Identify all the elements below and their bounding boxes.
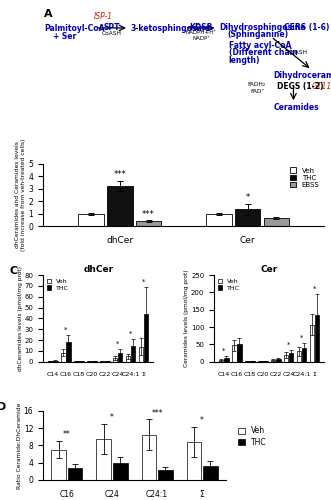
Text: *: * bbox=[246, 194, 250, 202]
Text: + Ser: + Ser bbox=[53, 32, 76, 41]
Text: NADP⁺: NADP⁺ bbox=[192, 36, 210, 41]
Bar bbox=[219, 360, 224, 362]
Legend: Veh, THC: Veh, THC bbox=[217, 278, 241, 291]
Bar bbox=[48, 361, 53, 362]
Text: *: * bbox=[287, 342, 290, 347]
Bar bbox=[113, 358, 118, 362]
Bar bbox=[235, 210, 260, 226]
Text: *: * bbox=[64, 326, 68, 332]
Text: ***: *** bbox=[114, 170, 126, 179]
Bar bbox=[107, 186, 132, 226]
Bar bbox=[126, 356, 130, 362]
Bar bbox=[289, 353, 294, 362]
Text: DEGS (1-2): DEGS (1-2) bbox=[277, 82, 323, 90]
Bar bbox=[315, 315, 319, 362]
Bar bbox=[144, 314, 148, 362]
Text: Palmitoyl-CoA: Palmitoyl-CoA bbox=[44, 24, 105, 32]
Text: CoASH: CoASH bbox=[102, 30, 122, 36]
Text: ISP-1: ISP-1 bbox=[94, 12, 113, 21]
Text: *: * bbox=[222, 348, 226, 354]
Text: **: ** bbox=[63, 430, 71, 440]
Text: CERS (1-6): CERS (1-6) bbox=[284, 23, 329, 32]
Bar bbox=[96, 439, 111, 480]
Title: dhCer: dhCer bbox=[83, 266, 113, 274]
Bar bbox=[118, 352, 122, 362]
Legend: Veh, THC: Veh, THC bbox=[237, 425, 268, 448]
Text: (Different chain: (Different chain bbox=[229, 48, 298, 58]
Bar bbox=[297, 352, 301, 362]
Bar bbox=[92, 361, 97, 362]
Bar bbox=[51, 450, 66, 480]
Text: CoASH: CoASH bbox=[288, 50, 308, 56]
Bar bbox=[53, 360, 58, 362]
Bar bbox=[271, 360, 275, 362]
Text: *: * bbox=[110, 413, 114, 422]
Bar bbox=[250, 361, 255, 362]
Text: *: * bbox=[142, 279, 145, 285]
Bar bbox=[158, 470, 173, 480]
Bar bbox=[310, 324, 314, 362]
Text: *: * bbox=[300, 334, 303, 340]
Bar bbox=[263, 361, 267, 362]
Text: Ceramides: Ceramides bbox=[274, 103, 319, 112]
Text: *: * bbox=[129, 331, 132, 337]
Text: (Sphinganine): (Sphinganine) bbox=[227, 30, 288, 39]
Title: Cer: Cer bbox=[260, 266, 278, 274]
Bar bbox=[105, 361, 110, 362]
Bar bbox=[224, 358, 229, 362]
Text: *: * bbox=[116, 340, 119, 346]
Text: *: * bbox=[313, 286, 316, 292]
Text: Dihydrosphingosine: Dihydrosphingosine bbox=[219, 23, 306, 32]
Bar bbox=[284, 355, 288, 362]
Text: 3-ketosphingosine: 3-ketosphingosine bbox=[130, 24, 210, 32]
Bar bbox=[302, 348, 307, 362]
Y-axis label: Ratio Ceramide:DhCeramide: Ratio Ceramide:DhCeramide bbox=[17, 402, 22, 488]
Bar bbox=[263, 218, 289, 226]
Bar bbox=[206, 214, 232, 226]
Bar bbox=[187, 442, 201, 480]
Text: GT11: GT11 bbox=[312, 82, 331, 90]
Legend: Veh, THC: Veh, THC bbox=[46, 278, 70, 291]
Text: KDSR: KDSR bbox=[189, 23, 213, 32]
Bar bbox=[139, 346, 143, 362]
Text: A: A bbox=[44, 9, 53, 19]
Bar bbox=[237, 344, 242, 362]
Bar bbox=[232, 346, 237, 362]
Text: Dihydroceramides: Dihydroceramides bbox=[274, 71, 331, 80]
Text: Fatty acyl-CoA: Fatty acyl-CoA bbox=[229, 41, 291, 50]
Text: length): length) bbox=[229, 56, 260, 65]
Bar bbox=[276, 359, 281, 362]
Y-axis label: dhCeramides levels (pmol/mg prot): dhCeramides levels (pmol/mg prot) bbox=[18, 266, 23, 371]
Text: SPT: SPT bbox=[104, 23, 120, 32]
Y-axis label: Ceramides levels (pmol/mg prot): Ceramides levels (pmol/mg prot) bbox=[184, 270, 189, 368]
Bar bbox=[79, 361, 84, 362]
Bar bbox=[66, 342, 71, 362]
Text: FAD⁺: FAD⁺ bbox=[251, 89, 265, 94]
Bar bbox=[203, 466, 218, 480]
Bar bbox=[131, 346, 135, 362]
Text: ***: *** bbox=[142, 210, 155, 218]
Legend: Veh, THC, EBSS: Veh, THC, EBSS bbox=[289, 166, 321, 190]
Bar bbox=[113, 462, 127, 480]
Text: *: * bbox=[200, 416, 204, 426]
Bar bbox=[78, 214, 104, 226]
Bar bbox=[68, 468, 82, 480]
Bar bbox=[136, 221, 161, 226]
Text: ***: *** bbox=[151, 408, 163, 418]
Text: D: D bbox=[0, 402, 7, 412]
Text: C: C bbox=[10, 266, 18, 276]
Text: NADPH+H⁺: NADPH+H⁺ bbox=[185, 30, 217, 36]
Bar bbox=[61, 352, 66, 362]
Y-axis label: dhCeramides and Ceramides levels
(fold increase from veh-treated cells): dhCeramides and Ceramides levels (fold i… bbox=[15, 139, 26, 251]
Bar bbox=[142, 434, 156, 480]
Text: FADH₂: FADH₂ bbox=[247, 82, 265, 86]
